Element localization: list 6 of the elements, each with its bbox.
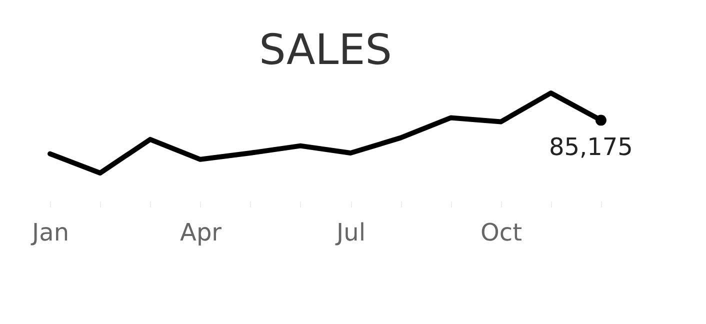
annotation: 85,175 [548, 133, 633, 162]
chart-title: SALES [259, 25, 392, 74]
x-tick-label: Jul [334, 218, 366, 246]
x-tick-label: Oct [480, 218, 522, 246]
x-tick-label: Jan [30, 218, 70, 246]
x-tick-label: Apr [180, 218, 222, 246]
